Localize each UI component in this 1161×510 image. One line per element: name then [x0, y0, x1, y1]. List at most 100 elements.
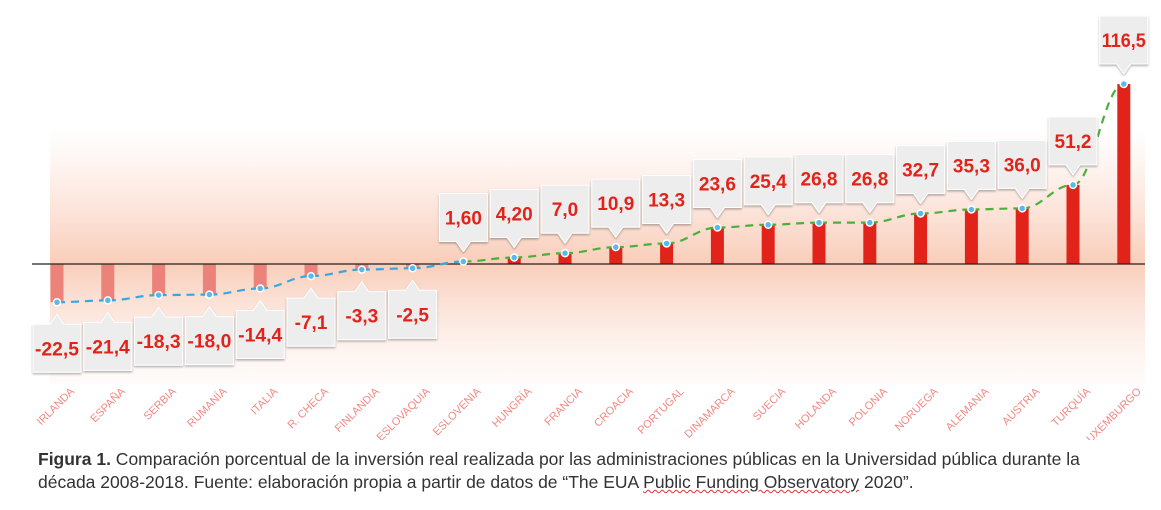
trend-line-segment: [920, 208, 972, 215]
value-label: 10,9: [597, 194, 634, 215]
value-label: -14,4: [238, 325, 282, 346]
trend-point: [560, 248, 570, 258]
trend-point: [408, 264, 417, 273]
trend-line-segment: [971, 207, 1023, 211]
value-label: 32,7: [902, 160, 939, 181]
category-label: RUMANÍA: [184, 384, 230, 430]
bar: [812, 222, 826, 264]
bar: [609, 247, 623, 264]
trend-line-segment: [615, 242, 667, 249]
value-label: -18,0: [187, 332, 231, 353]
trend-line-segment: [361, 267, 413, 271]
category-label: SERBIA: [142, 385, 179, 422]
callout-box: [1099, 15, 1149, 75]
value-label: 1,60: [445, 209, 482, 230]
value-label: 116,5: [1102, 31, 1146, 52]
bar: [660, 243, 674, 264]
category-label: PORTUGAL: [636, 386, 687, 437]
bar-chart: -22,5 -21,4 -18,3 -18,0 -14,4 -7,1 -3,3 -2,5 1,6…: [32, 15, 1149, 440]
trend-line-segment: [1072, 82, 1125, 186]
value-label: 35,3: [953, 156, 990, 177]
trend-line-segment: [310, 268, 362, 278]
trend-point: [255, 284, 265, 293]
trend-point: [662, 239, 671, 248]
callout-box: [438, 193, 488, 253]
trend-point: [459, 257, 468, 266]
bar: [761, 224, 775, 264]
trend-line-segment: [158, 293, 210, 297]
value-callout: [134, 306, 184, 366]
callout-box: [286, 287, 336, 347]
value-label: 4,20: [496, 205, 533, 226]
bar: [152, 264, 166, 296]
trend-point: [967, 205, 976, 214]
bar: [964, 209, 978, 264]
bar: [253, 264, 267, 289]
bar: [1066, 184, 1080, 264]
category-label: ESLOVAQUIA: [375, 385, 434, 440]
value-callout: [692, 159, 742, 219]
trend-line-segment: [260, 274, 312, 290]
caption-underlined: Public Funding Observatory: [643, 472, 860, 492]
bar: [914, 213, 928, 264]
category-label: ALEMANIA: [944, 385, 992, 433]
trend-point: [103, 296, 113, 305]
trend-point: [52, 298, 62, 307]
callout-box: [489, 189, 539, 249]
caption-prefix: Figura 1.: [38, 449, 111, 469]
category-label: ESLOVENIA: [431, 385, 484, 438]
value-label: -18,3: [137, 332, 181, 353]
value-callout: [591, 178, 641, 238]
callout-box: [794, 154, 844, 214]
trend-line-segment: [209, 287, 261, 296]
value-callout: [235, 299, 285, 359]
trend-line-segment: [514, 252, 566, 259]
value-label: 36,0: [1004, 155, 1041, 176]
category-label: HOLANDA: [793, 385, 840, 432]
bar: [1015, 208, 1029, 264]
category-label: ESPAÑA: [88, 384, 129, 425]
callout-box: [743, 156, 793, 216]
caption-text-a: Comparación porcentual de la inversión r…: [38, 449, 1080, 492]
callout-box: [32, 313, 82, 373]
value-label: -2,5: [396, 305, 429, 326]
trend-line-segment: [869, 212, 921, 224]
trend-point: [205, 290, 214, 299]
trend-point: [306, 271, 316, 281]
trend-line-segment: [412, 260, 464, 270]
value-callout: [438, 193, 488, 253]
value-callout: [286, 287, 336, 347]
value-label: 26,8: [851, 170, 888, 191]
callout-box: [692, 159, 742, 219]
bar: [863, 222, 877, 264]
value-callout: [83, 311, 133, 371]
trend-line-segment: [1022, 183, 1074, 210]
value-callout: [32, 313, 82, 373]
trend-point: [763, 220, 773, 230]
value-label: 7,0: [552, 200, 578, 221]
value-callout: [1048, 116, 1098, 176]
category-label: ITALIA: [249, 385, 281, 417]
trend-line-segment: [56, 299, 108, 304]
callout-box: [134, 306, 184, 366]
value-label: -21,4: [86, 337, 130, 358]
trend-point: [713, 223, 722, 232]
value-callout: [388, 279, 438, 339]
value-callout: [642, 174, 692, 234]
value-label: -3,3: [345, 307, 378, 328]
category-label: FRANCIA: [542, 385, 585, 428]
value-callout: [489, 189, 539, 249]
callout-box: [184, 306, 234, 366]
value-label: 26,8: [801, 170, 838, 191]
bar: [710, 227, 724, 264]
value-callout: [896, 144, 946, 204]
category-label: FINLANDIA: [333, 385, 383, 435]
callout-box: [388, 279, 438, 339]
bar: [50, 264, 64, 303]
value-callout: [337, 281, 387, 341]
value-callout: [540, 184, 590, 244]
trend-point: [509, 253, 519, 262]
callout-box: [540, 184, 590, 244]
callout-box: [83, 311, 133, 371]
value-label: -22,5: [35, 339, 79, 360]
